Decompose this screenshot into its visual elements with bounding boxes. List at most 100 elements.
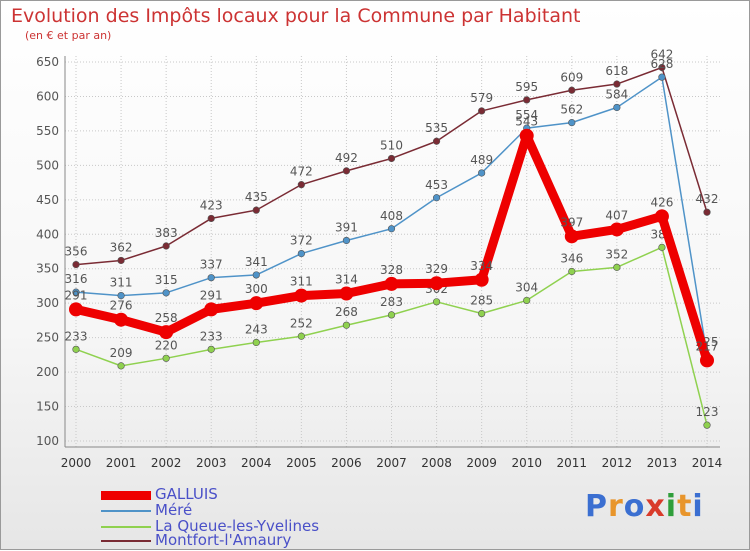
data-label: 314 <box>335 273 358 287</box>
data-label: 391 <box>335 220 358 234</box>
data-label: 123 <box>696 405 719 419</box>
data-label: 595 <box>515 80 538 94</box>
data-label: 472 <box>290 165 313 179</box>
logo-letter: t <box>677 489 693 524</box>
legend-swatch-galluis <box>101 491 151 500</box>
data-label: 311 <box>290 275 313 289</box>
data-point <box>72 260 80 269</box>
data-label: 316 <box>65 272 88 286</box>
data-point <box>117 362 125 370</box>
legend-swatch-montfort <box>101 540 151 542</box>
data-point <box>432 298 441 306</box>
x-tick-label: 2006 <box>331 456 362 470</box>
x-tick-label: 2008 <box>421 456 452 470</box>
legend-label-la-queue: La Queue-les-Yvelines <box>155 517 320 535</box>
data-label: 543 <box>515 115 538 129</box>
y-tick-label: 600 <box>36 89 59 103</box>
data-point <box>249 296 264 311</box>
y-tick-label: 150 <box>36 400 59 414</box>
data-point <box>523 296 531 305</box>
x-tick-label: 2002 <box>151 456 182 470</box>
data-point <box>72 345 80 353</box>
data-point <box>207 274 215 282</box>
data-point <box>162 289 170 297</box>
data-point <box>658 73 666 81</box>
data-label: 628 <box>650 57 673 71</box>
x-tick-label: 2012 <box>602 456 633 470</box>
y-tick-label: 350 <box>36 262 59 276</box>
legend-item-mere: Méré <box>101 501 361 519</box>
data-point <box>703 421 711 429</box>
logo-letter: x <box>645 489 666 524</box>
data-point <box>207 214 215 223</box>
data-label: 329 <box>425 262 448 276</box>
data-label: 352 <box>605 247 628 261</box>
data-label: 432 <box>696 192 719 206</box>
data-label: 609 <box>560 70 583 84</box>
data-point <box>568 267 576 276</box>
data-label: 618 <box>605 64 628 78</box>
data-label: 423 <box>200 198 223 212</box>
data-point <box>252 271 260 279</box>
logo-letter: i <box>692 489 704 524</box>
legend-swatch-mere <box>101 510 151 512</box>
data-label: 337 <box>200 258 223 272</box>
data-label: 285 <box>470 294 493 308</box>
data-label: 315 <box>155 273 178 287</box>
data-point <box>478 169 486 177</box>
data-label: 453 <box>425 178 448 192</box>
data-label: 492 <box>335 151 358 165</box>
data-point <box>387 311 396 319</box>
legend-item-galluis: GALLUIS <box>101 485 361 503</box>
data-point <box>342 236 351 245</box>
y-tick-label: 550 <box>36 124 59 138</box>
data-label: 435 <box>245 190 268 204</box>
data-point <box>342 321 351 329</box>
y-tick-label: 650 <box>36 55 59 69</box>
data-label: 252 <box>290 316 313 330</box>
data-label: 372 <box>290 234 313 248</box>
data-label: 426 <box>650 195 673 209</box>
data-point <box>162 242 170 250</box>
data-point <box>294 288 309 303</box>
data-point <box>432 194 441 202</box>
data-point <box>609 222 624 237</box>
x-tick-label: 2011 <box>557 456 588 470</box>
logo-letter: o <box>623 489 646 524</box>
y-tick-label: 500 <box>36 158 59 172</box>
x-tick-label: 2009 <box>466 456 497 470</box>
data-point <box>474 272 489 287</box>
logo-letter: P <box>585 489 608 524</box>
data-label: 407 <box>605 208 628 222</box>
data-point <box>703 208 711 216</box>
data-point <box>207 345 215 353</box>
data-label: 304 <box>515 280 538 294</box>
data-point <box>387 225 396 233</box>
x-tick-label: 2003 <box>196 456 227 470</box>
data-label: 291 <box>200 288 223 302</box>
data-point <box>654 209 669 224</box>
data-label: 220 <box>155 338 178 352</box>
legend-label-galluis: GALLUIS <box>155 485 218 503</box>
data-point <box>117 292 125 300</box>
data-point <box>114 312 129 327</box>
data-label: 243 <box>245 322 268 336</box>
data-point <box>384 276 399 291</box>
data-point <box>658 243 666 251</box>
data-label: 408 <box>380 209 403 223</box>
proxiti-logo: Proxiti <box>585 489 704 524</box>
data-point <box>613 80 621 88</box>
legend-swatch-la-queue <box>101 526 151 528</box>
legend-item-la-queue: La Queue-les-Yvelines <box>101 517 361 535</box>
data-point <box>432 137 441 145</box>
data-point <box>568 119 576 127</box>
data-label: 233 <box>200 329 223 343</box>
y-tick-label: 200 <box>36 365 59 379</box>
y-tick-label: 400 <box>36 227 59 241</box>
data-label: 300 <box>245 282 268 296</box>
x-tick-label: 2004 <box>241 456 272 470</box>
data-point <box>658 63 666 72</box>
data-label: 489 <box>470 153 493 167</box>
data-point <box>252 338 260 347</box>
